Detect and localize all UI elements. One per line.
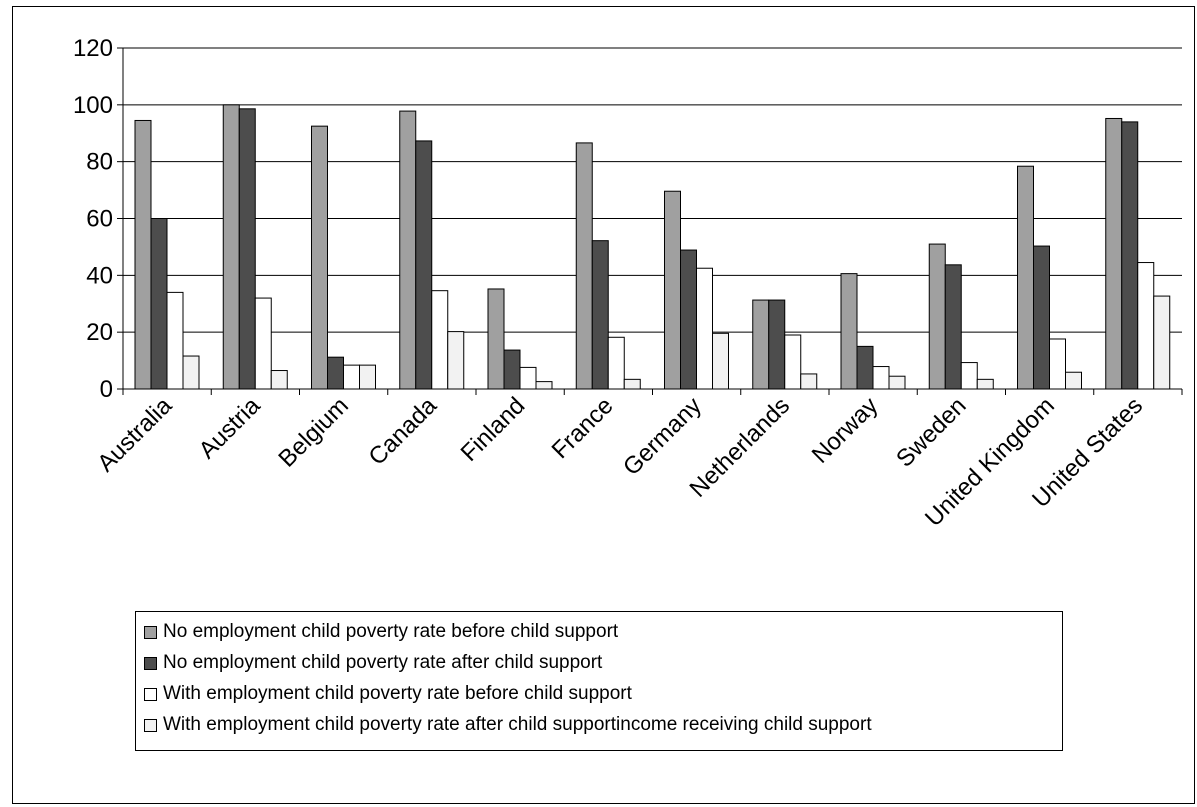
legend-swatch [144,718,157,732]
bar [270,370,288,390]
bar [696,267,713,390]
bar [399,110,417,390]
legend-item: With employment child poverty rate after… [144,714,872,735]
bar [1105,117,1123,390]
bar [768,299,786,390]
bar [134,119,152,390]
legend-swatch [144,656,157,670]
bar [182,355,200,390]
bar [1017,165,1034,390]
legend-label: No employment child poverty rate after c… [163,652,603,673]
legend-swatch [144,687,157,701]
bar [928,243,946,390]
bar [166,291,184,390]
bar [1033,245,1050,390]
bar [976,378,994,390]
bar [872,366,890,390]
bar [519,366,537,390]
y-tick-label: 40 [86,262,113,289]
bar [327,356,344,390]
bar [535,381,553,390]
bar [359,364,376,390]
bar [607,336,625,390]
bar [591,240,609,390]
x-tick-label: Belgium [273,392,353,472]
y-tick-label: 100 [73,92,113,119]
bar [856,345,874,390]
bar [960,362,978,390]
legend-label: With employment child poverty rate after… [163,714,872,735]
y-tick-label: 60 [86,206,113,233]
bar [712,332,729,390]
bar [800,373,818,390]
bar [431,290,449,390]
x-tick-label: Finland [456,392,531,467]
bar [623,378,641,390]
x-tick-label: Australia [92,392,178,478]
bar [503,349,521,390]
bar [487,288,505,390]
bar [680,249,697,390]
legend-item: No employment child poverty rate after c… [144,652,603,673]
x-tick-label: Norway [807,392,884,469]
y-tick-label: 0 [100,376,113,403]
bar [575,142,593,390]
bar [254,297,272,390]
x-tick-label: Canada [364,392,443,471]
x-tick-label: France [547,392,619,464]
bar [1049,338,1066,390]
y-tick-label: 80 [86,149,113,176]
bar [1065,371,1082,390]
bar [784,334,802,390]
bar [1121,121,1139,390]
y-tick-label: 120 [73,35,113,62]
bar [343,364,360,390]
bar [150,218,168,390]
x-tick-label: Germany [618,392,707,481]
legend-swatch [144,625,157,639]
bar [1137,262,1155,390]
bar [752,299,770,390]
bar [415,140,433,390]
x-tick-label: Sweden [891,392,971,472]
bar [447,331,465,390]
chart-legend: No employment child poverty rate before … [135,611,1063,751]
bar [311,125,328,390]
bar [944,264,962,390]
chart-frame: 0 20 40 60 80 100 120 Australia Austria Belgium Ca… [12,6,1195,804]
y-tick-label: 20 [86,319,113,346]
x-tick-label: Austria [194,392,266,464]
bar [1153,295,1171,390]
bar [840,273,858,390]
legend-label: With employment child poverty rate befor… [163,683,632,704]
bar [664,190,681,390]
bar [222,104,240,390]
legend-label: No employment child poverty rate before … [163,621,619,642]
legend-item: With employment child poverty rate befor… [144,683,632,704]
legend-item: No employment child poverty rate before … [144,621,619,642]
bar [238,108,256,390]
bar [888,375,906,390]
chart-plot: 0 20 40 60 80 100 120 Australia Austria Belgium Ca… [73,35,1183,532]
